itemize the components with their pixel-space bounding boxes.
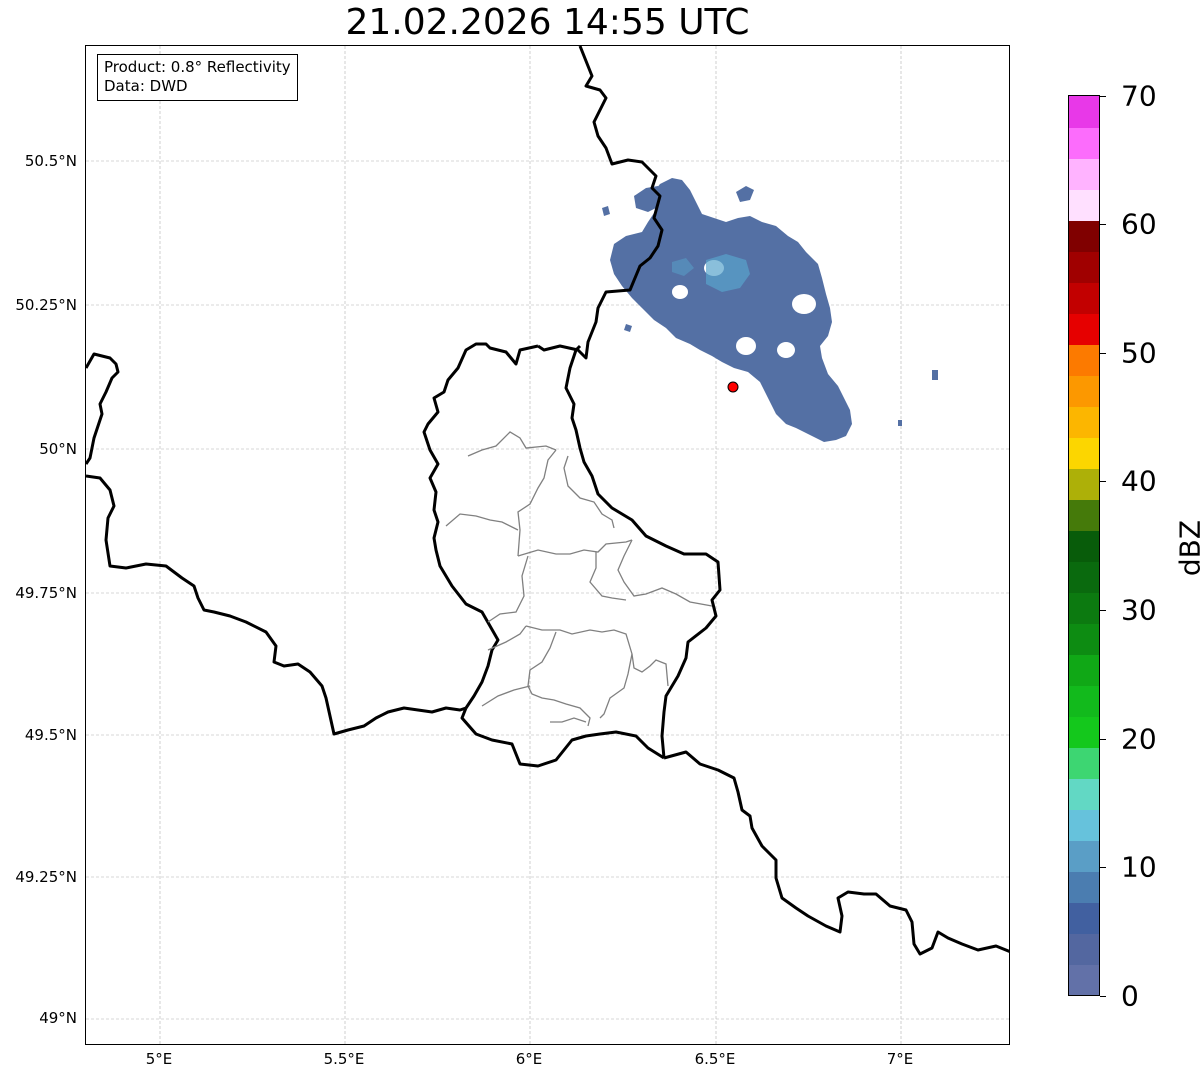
echo-hole <box>736 337 756 355</box>
colorbar-tick: 30 <box>1121 593 1157 627</box>
colorbar-segment <box>1069 189 1099 221</box>
product-info-box: Product: 0.8° Reflectivity Data: DWD <box>97 54 298 101</box>
colorbar-segment <box>1069 654 1099 686</box>
echo-small <box>932 370 938 380</box>
colorbar-tickmark <box>1100 867 1106 868</box>
map-canvas <box>86 46 1009 1044</box>
radar-site-marker <box>727 381 739 393</box>
lat-tick: 49.25°N <box>15 868 77 886</box>
admin-boundaries <box>445 431 713 727</box>
echo-main <box>610 178 852 442</box>
colorbar-tickmark <box>1100 353 1106 354</box>
colorbar-segment <box>1069 251 1099 283</box>
echo-small <box>624 324 632 332</box>
colorbar-segment <box>1069 964 1099 995</box>
echo-small <box>736 186 754 202</box>
colorbar-tick: 10 <box>1121 850 1157 884</box>
lat-tick: 49.5°N <box>24 726 77 744</box>
colorbar-tick: 20 <box>1121 722 1157 756</box>
colorbar-segment <box>1069 809 1099 841</box>
lon-tick: 6.5°E <box>694 1050 736 1068</box>
colorbar-segment <box>1069 623 1099 655</box>
colorbar-segment <box>1069 778 1099 810</box>
colorbar-segment <box>1069 282 1099 314</box>
colorbar-segment <box>1069 375 1099 407</box>
lat-tick: 50°N <box>39 440 77 458</box>
border-be-nl <box>86 352 120 465</box>
colorbar-tick: 0 <box>1121 979 1139 1013</box>
echo-hole <box>792 294 816 314</box>
colorbar-tickmark <box>1100 996 1106 997</box>
lat-tick: 49°N <box>39 1009 77 1027</box>
lon-tick: 5.5°E <box>323 1050 365 1068</box>
echo-small <box>898 420 902 426</box>
colorbar-tickmark <box>1100 610 1106 611</box>
colorbar-segment <box>1069 96 1099 128</box>
colorbar-segment <box>1069 437 1099 469</box>
colorbar-segment <box>1069 530 1099 562</box>
colorbar-tickmark <box>1100 224 1106 225</box>
colorbar-segment <box>1069 933 1099 965</box>
colorbar-segment <box>1069 158 1099 190</box>
colorbar-segment <box>1069 127 1099 159</box>
product-label: Product: 0.8° Reflectivity <box>104 58 291 76</box>
colorbar-tick: 60 <box>1121 207 1157 241</box>
echo-hole <box>672 285 688 299</box>
colorbar-tick: 50 <box>1121 336 1157 370</box>
colorbar-segment <box>1069 840 1099 872</box>
colorbar-segment <box>1069 685 1099 717</box>
border-be-fr <box>86 474 467 736</box>
colorbar-tickmark <box>1100 481 1106 482</box>
border-lu-east <box>564 344 722 759</box>
lon-tick: 6°E <box>515 1050 543 1068</box>
colorbar-segment <box>1069 561 1099 593</box>
radar-echoes <box>602 178 938 442</box>
colorbar <box>1068 95 1100 996</box>
colorbar-segment <box>1069 344 1099 376</box>
colorbar-segment <box>1069 468 1099 500</box>
colorbar-tickmark <box>1100 96 1106 97</box>
echo-small <box>602 206 610 216</box>
colorbar-segment <box>1069 313 1099 345</box>
colorbar-segment <box>1069 220 1099 252</box>
map-area[interactable] <box>85 45 1010 1045</box>
colorbar-segment <box>1069 871 1099 903</box>
echo-core <box>706 254 750 292</box>
graticule <box>86 46 1009 1044</box>
colorbar-segment <box>1069 406 1099 438</box>
border-de-east <box>537 46 664 360</box>
country-borders <box>86 46 1009 956</box>
colorbar-tick: 70 <box>1121 79 1157 113</box>
colorbar-tick: 40 <box>1121 464 1157 498</box>
lon-tick: 7°E <box>886 1050 914 1068</box>
lon-tick: 5°E <box>145 1050 173 1068</box>
colorbar-segment <box>1069 747 1099 779</box>
border-lu-north <box>422 342 539 709</box>
colorbar-label: dBZ <box>1173 519 1202 577</box>
colorbar-tickmark <box>1100 739 1106 740</box>
data-source-label: Data: DWD <box>104 77 188 95</box>
map-title: 21.02.2026 14:55 UTC <box>345 2 750 43</box>
border-fr-de <box>663 750 1009 956</box>
echo-core <box>672 258 694 276</box>
lat-tick: 50.25°N <box>15 296 77 314</box>
colorbar-segment <box>1069 716 1099 748</box>
border-lu-south <box>460 707 665 768</box>
colorbar-segment <box>1069 499 1099 531</box>
colorbar-segment <box>1069 592 1099 624</box>
lat-tick: 49.75°N <box>15 584 77 602</box>
lat-tick: 50.5°N <box>24 152 77 170</box>
echo-hole <box>777 342 795 358</box>
colorbar-segment <box>1069 902 1099 934</box>
